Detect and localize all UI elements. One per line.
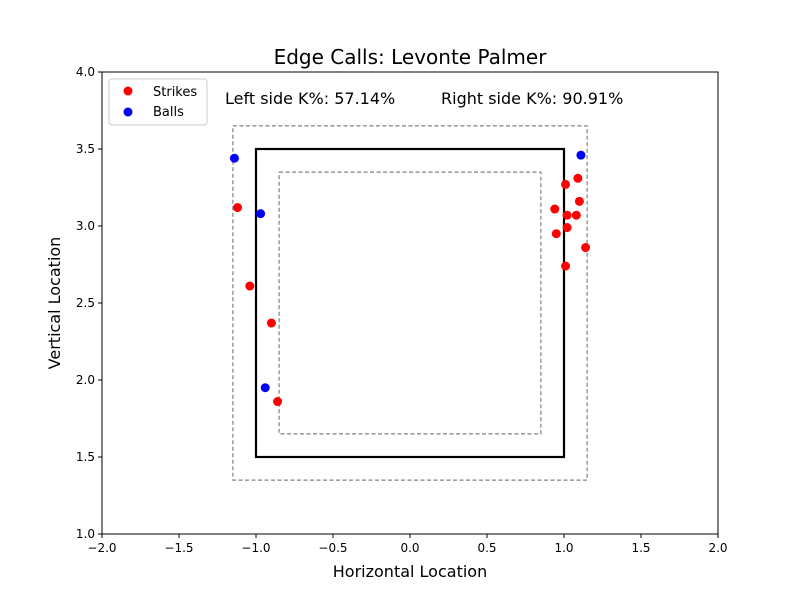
y-tick-label: 4.0 [76,65,95,79]
x-axis: −2.0 −1.5 −1.0 −0.5 0.0 0.5 1.0 1.5 2.0 [87,534,728,555]
x-axis-label: Horizontal Location [333,562,487,581]
x-tick-label: −0.5 [318,541,347,555]
strikes-point [266,318,276,328]
legend-box [108,78,208,126]
y-tick-label: 2.0 [76,373,95,387]
strikes-point [551,229,561,239]
zone-group [232,125,588,481]
strikes-point [233,203,243,213]
left-side-annotation: Left side K%: 57.14% [225,89,395,108]
strikes-point [562,210,572,220]
legend-label-balls: Balls [153,105,184,120]
y-tick-label: 3.0 [76,219,95,233]
x-tick-label: −1.0 [241,541,270,555]
y-tick-label: 2.5 [76,296,95,310]
point-group [229,150,591,407]
y-axis-label: Vertical Location [45,237,64,370]
x-tick-label: 1.0 [554,541,573,555]
strikes-point [562,223,572,233]
y-axis: 1.0 1.5 2.0 2.5 3.0 3.5 4.0 [76,65,102,541]
inner-edge [278,171,542,435]
chart-title: Edge Calls: Levonte Palmer [274,45,548,69]
strikes-point [273,397,283,407]
x-tick-label: −1.5 [164,541,193,555]
y-tick-label: 1.5 [76,450,95,464]
x-tick-label: 2.0 [708,541,727,555]
legend: Strikes Balls [108,78,208,126]
strike-zone [254,147,566,459]
outer-edge [232,125,588,481]
legend-marker-balls [123,107,133,117]
strikes-point [550,204,560,214]
strikes-point [574,196,584,206]
strikes-point [571,210,581,220]
legend-marker-strikes [123,86,133,96]
balls-point [229,153,239,163]
x-tick-label: −2.0 [87,541,116,555]
x-tick-label: 0.5 [477,541,496,555]
strikes-point [561,179,571,189]
y-tick-label: 1.0 [76,527,95,541]
x-tick-label: 1.5 [631,541,650,555]
strikes-point [581,243,591,253]
x-tick-label: 0.0 [400,541,419,555]
balls-point [260,383,270,393]
y-tick-label: 3.5 [76,142,95,156]
strikes-point [561,261,571,271]
legend-label-strikes: Strikes [153,85,197,100]
strikes-point [245,281,255,291]
right-side-annotation: Right side K%: 90.91% [441,89,623,108]
strikes-point [573,173,583,183]
balls-point [576,150,586,160]
balls-point [256,209,266,219]
